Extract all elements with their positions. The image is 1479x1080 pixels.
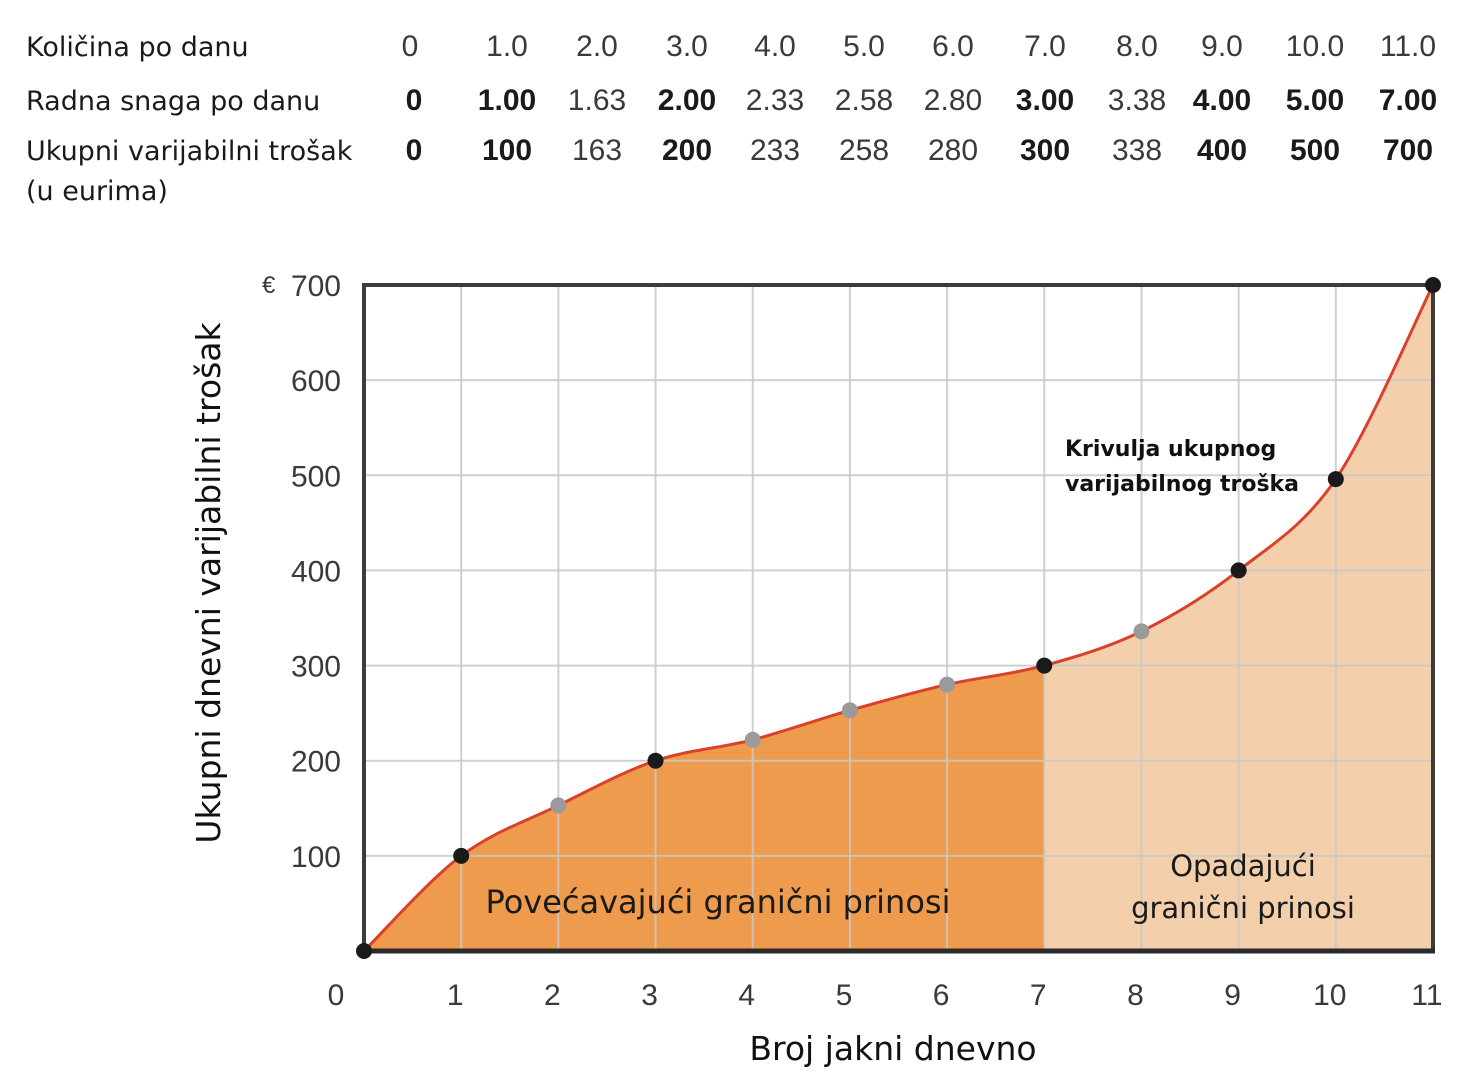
x-tick-label: 3	[641, 979, 658, 1012]
table-row-label-continuation: (u eurima)	[26, 176, 168, 207]
table-cell: 280	[927, 134, 979, 167]
currency-symbol: €	[262, 272, 276, 299]
table-cell: 10.0	[1285, 30, 1345, 63]
table-cell: 338	[1111, 134, 1163, 167]
x-tick-label: 11	[1411, 979, 1442, 1012]
y-axis-title: Ukupni dnevni varijabilni trošak	[189, 322, 228, 844]
increasing-returns-area	[364, 665, 1045, 951]
table-cell: 4.0	[754, 30, 796, 63]
x-tick-label: 0	[328, 979, 345, 1012]
table-cell: 400	[1196, 134, 1248, 167]
table-cell: 300	[1019, 134, 1071, 167]
y-tick-label: 600	[291, 365, 341, 398]
x-tick-label: 8	[1127, 979, 1144, 1012]
x-axis-title: Broj jakni dnevno	[749, 1029, 1036, 1068]
table-cell: 6.0	[932, 30, 974, 63]
data-point	[356, 943, 372, 959]
table-cell: 2.33	[745, 84, 805, 117]
y-tick-label: 200	[291, 746, 341, 779]
increasing-returns-label: Povećavajući granični prinosi	[486, 883, 951, 921]
table-cell: 1.00	[477, 84, 537, 117]
table-cell: 3.0	[666, 30, 708, 63]
x-tick-label: 4	[738, 979, 755, 1012]
curve-annotation: varijabilnog troška	[1065, 472, 1299, 497]
table-cell: 3.38	[1107, 84, 1167, 117]
data-point	[1425, 277, 1441, 293]
table-cell: 9.0	[1201, 30, 1243, 63]
x-tick-label: 1	[447, 979, 464, 1012]
table-cell: 200	[661, 134, 713, 167]
data-point	[744, 731, 761, 748]
data-point	[1230, 562, 1247, 579]
table-cell: 2.80	[923, 84, 983, 117]
table-cell: 4.00	[1192, 84, 1252, 117]
table-cell: 258	[838, 134, 890, 167]
y-tick-label: 400	[291, 555, 341, 588]
table-cell: 100	[481, 134, 533, 167]
table-cell: 500	[1289, 134, 1341, 167]
curve-annotation: Krivulja ukupnog	[1065, 437, 1276, 462]
y-tick-label: 700	[291, 270, 341, 303]
table-cell: 7.0	[1024, 30, 1066, 63]
table-row-label: Radna snaga po danu	[26, 86, 321, 117]
table-cell: 1.63	[567, 84, 627, 117]
table-cell: 2.00	[657, 84, 717, 117]
y-tick-label: 100	[291, 841, 341, 874]
x-tick-label: 5	[836, 979, 853, 1012]
x-tick-label: 6	[933, 979, 950, 1012]
data-point	[1036, 657, 1053, 674]
y-tick-label: 300	[291, 651, 341, 684]
table-row-label: Ukupni varijabilni trošak	[26, 136, 353, 167]
table-cell: 1.0	[486, 30, 528, 63]
table-cell: 0	[401, 30, 419, 63]
table-cell: 5.0	[843, 30, 885, 63]
data-point	[841, 702, 858, 719]
table-cell: 5.00	[1285, 84, 1345, 117]
diminishing-returns-label: Opadajući	[1170, 849, 1316, 883]
table-cell: 700	[1382, 134, 1434, 167]
data-point	[550, 797, 567, 814]
table-row-label: Količina po danu	[26, 32, 249, 63]
table-cell: 233	[749, 134, 801, 167]
data-point	[1327, 471, 1344, 488]
data-point	[647, 752, 664, 769]
data-point	[1133, 623, 1150, 640]
data-point	[453, 847, 470, 864]
table-cell: 8.0	[1116, 30, 1158, 63]
table-cell: 2.0	[576, 30, 618, 63]
table-cell: 2.58	[834, 84, 894, 117]
x-tick-label: 9	[1224, 979, 1241, 1012]
x-tick-label: 10	[1313, 979, 1346, 1012]
data-point	[939, 676, 956, 693]
diminishing-returns-label: granični prinosi	[1131, 891, 1355, 925]
table-cell: 11.0	[1379, 30, 1437, 63]
total-variable-cost-curve	[362, 284, 1435, 953]
x-tick-label: 2	[544, 979, 561, 1012]
table-cell: 7.00	[1378, 84, 1438, 117]
x-tick-label: 7	[1030, 979, 1047, 1012]
table-cell: 163	[571, 134, 623, 167]
table-cell: 0	[405, 84, 423, 117]
table-cell: 3.00	[1015, 84, 1075, 117]
data-table: Količina po danu 0 1.0 2.0 3.0 4.0 5.0 6.0 7.0 8.…	[0, 0, 1479, 220]
y-tick-label: 500	[291, 460, 341, 493]
table-cell: 0	[405, 134, 423, 167]
